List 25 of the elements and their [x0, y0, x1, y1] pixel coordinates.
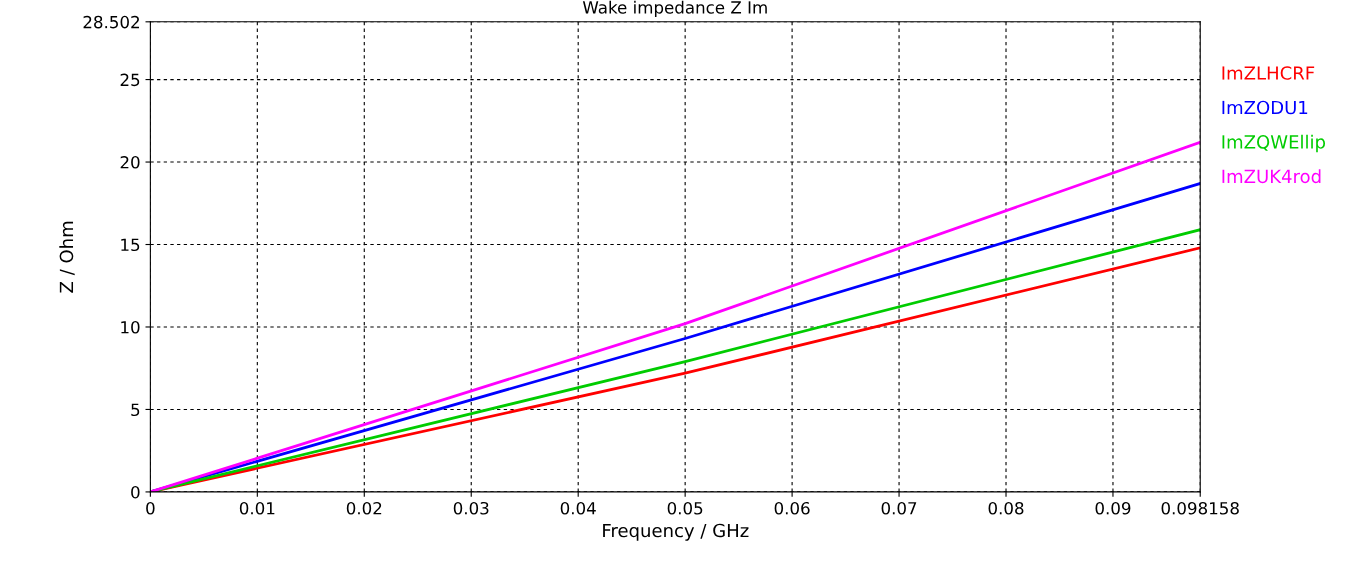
x-tick-label: 0.09: [1095, 501, 1131, 515]
text: ImZQWEllip: [1222, 134, 1326, 153]
x-tick-label: 0: [146, 501, 155, 515]
chart-title: Wake impedance Z Im: [582, 0, 767, 17]
y-tick-label: 10: [121, 320, 140, 334]
x-tick-label: 0.01: [239, 501, 275, 515]
text: ImZLHCRF: [1222, 66, 1315, 80]
y-axis-title: Z / Ohm: [59, 221, 75, 293]
y-tick-label: 5: [131, 403, 140, 417]
y-tick-label: 0: [131, 485, 140, 499]
x-tick-label: 0.06: [774, 501, 810, 515]
y-tick-label: 15: [121, 238, 140, 252]
x-tick-label: 0.08: [988, 501, 1024, 515]
x-tick-label: 0.02: [346, 501, 382, 515]
y-tick-label: 25: [120, 73, 140, 87]
x-tick-label: 0.05: [667, 501, 703, 515]
y-tick-label: 28.502: [83, 15, 139, 29]
x-tick-label: 0.07: [881, 501, 917, 515]
y-tick-label: 20: [120, 156, 140, 169]
x-tick-label: 0.04: [560, 501, 596, 515]
x-tick-label: 0.03: [453, 501, 489, 515]
x-axis-title: Frequency / GHz: [603, 523, 749, 541]
text: ImZODU1: [1222, 100, 1308, 115]
x-tick-label: 0.098158: [1161, 501, 1239, 515]
series-label: ImZUK4rod: [1222, 169, 1321, 184]
